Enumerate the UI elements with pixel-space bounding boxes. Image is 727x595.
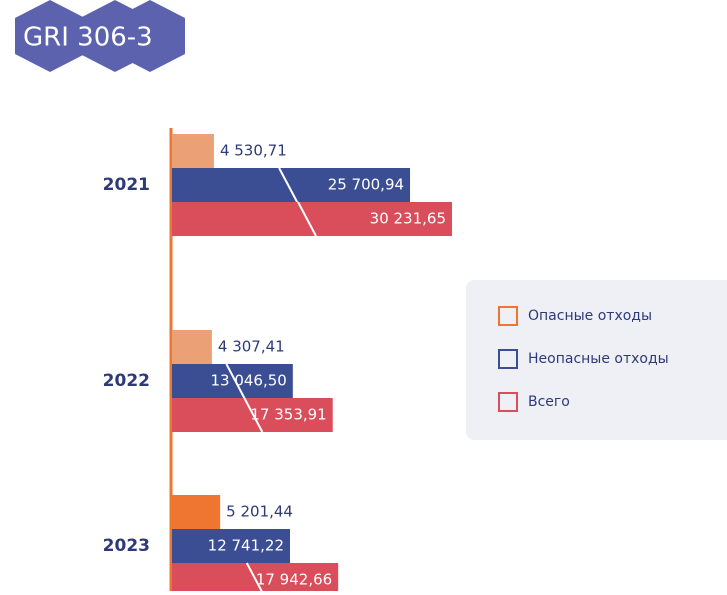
value-label: 25 700,94 bbox=[328, 176, 404, 194]
break-mark bbox=[243, 397, 264, 433]
legend-label: Всего bbox=[528, 394, 570, 410]
value-label: 17 353,91 bbox=[250, 406, 326, 424]
bar bbox=[172, 134, 214, 168]
legend-swatch bbox=[498, 349, 518, 369]
break-mark bbox=[297, 201, 317, 237]
badge-hexagons bbox=[15, 0, 185, 72]
break-mark bbox=[278, 167, 299, 203]
bar bbox=[172, 364, 293, 398]
break-mark bbox=[225, 363, 246, 399]
value-label: 12 741,22 bbox=[208, 537, 284, 555]
category-label: 2022 bbox=[103, 371, 150, 391]
legend-swatch bbox=[498, 392, 518, 412]
bar bbox=[172, 330, 212, 364]
category-label: 2021 bbox=[103, 175, 150, 195]
bar bbox=[172, 168, 411, 202]
value-label: 17 942,66 bbox=[256, 571, 332, 589]
legend-label: Опасные отходы bbox=[528, 308, 652, 324]
value-label: 4 307,41 bbox=[218, 338, 285, 356]
value-label: 30 231,65 bbox=[370, 210, 446, 228]
value-label: 4 530,71 bbox=[220, 142, 287, 160]
bar bbox=[172, 529, 291, 563]
value-label: 5 201,44 bbox=[226, 503, 293, 521]
bar bbox=[172, 495, 221, 529]
value-label: 13 046,50 bbox=[210, 372, 286, 390]
category-label: 2023 bbox=[103, 536, 150, 556]
badge: GRI 306-3 bbox=[23, 23, 153, 53]
legend-swatch bbox=[498, 306, 518, 326]
legend-box bbox=[466, 280, 727, 440]
legend-label: Неопасные отходы bbox=[528, 351, 669, 367]
